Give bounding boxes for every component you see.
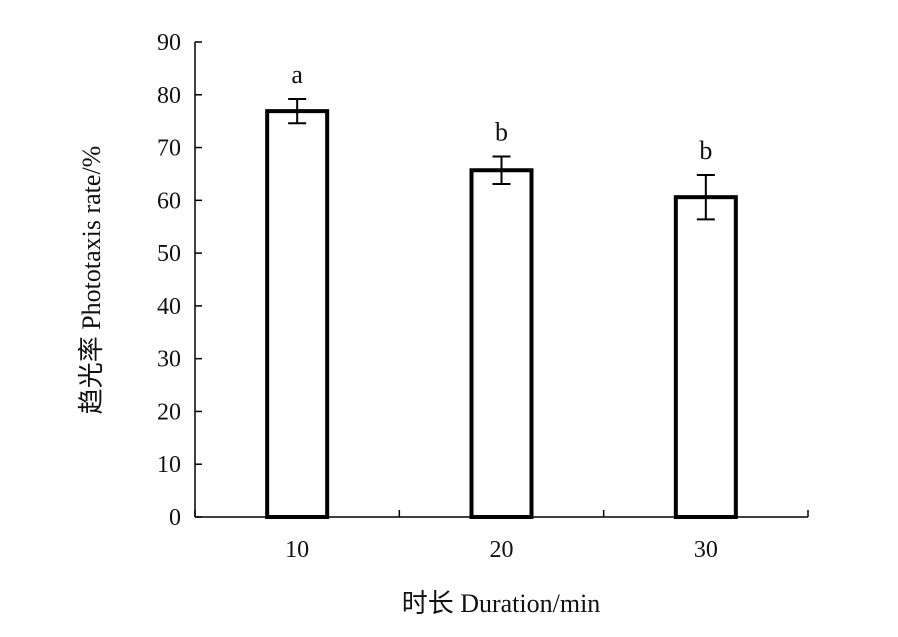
- bar: [265, 109, 330, 519]
- y-tick-label: 60: [157, 188, 181, 214]
- y-tick-label: 30: [157, 347, 181, 373]
- x-axis-title: 时长 Duration/min: [402, 589, 601, 618]
- y-tick-label: 40: [157, 294, 181, 320]
- bar: [469, 168, 534, 519]
- y-tick-label: 70: [157, 136, 181, 162]
- y-tick-label: 90: [157, 30, 181, 56]
- y-tick-label: 80: [157, 83, 181, 109]
- significance-label: b: [495, 118, 508, 147]
- y-tick-label: 10: [157, 452, 181, 478]
- bar: [673, 195, 738, 520]
- x-tick-label: 20: [490, 537, 514, 563]
- x-tick-label: 10: [285, 537, 309, 563]
- significance-label: a: [291, 60, 303, 89]
- y-tick-label: 50: [157, 241, 181, 267]
- x-tick-label: 30: [694, 537, 718, 563]
- axes: 0 10 20 30 40 50 60 70 80 90 10 20 30: [157, 30, 809, 563]
- y-tick-label: 20: [157, 399, 181, 425]
- bars: a b b: [265, 60, 738, 520]
- significance-label: b: [699, 136, 712, 165]
- y-axis-title: 趋光率 Phototaxis rate/%: [77, 146, 106, 415]
- y-tick-label: 0: [169, 505, 181, 531]
